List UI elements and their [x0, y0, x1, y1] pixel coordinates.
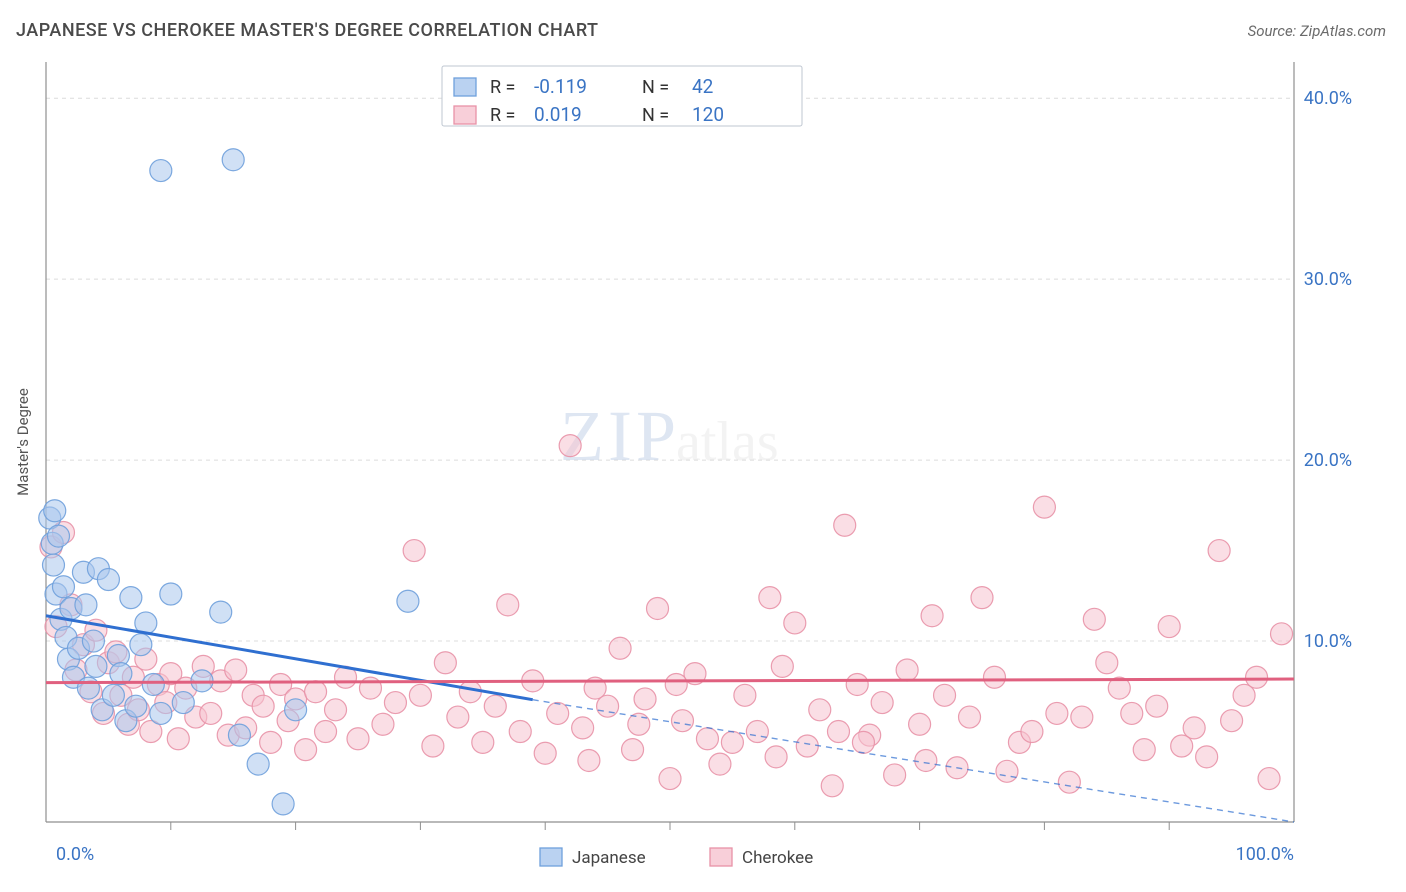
svg-text:N =: N =	[642, 105, 669, 126]
watermark: ZIPatlas	[560, 396, 779, 476]
svg-text:30.0%: 30.0%	[1304, 269, 1352, 290]
svg-text:20.0%: 20.0%	[1304, 450, 1352, 471]
legend-series: Japanese Cherokee	[540, 848, 813, 868]
x-axis-ticks: 0.0% 100.0%	[56, 844, 1294, 865]
correlation-scatter-chart: ZIPatlas R = -0.119 N = 42 R = 0.019 N = 120 Ja…	[0, 0, 1406, 892]
japanese-points	[39, 149, 419, 815]
y-axis-label: Master's Degree	[14, 388, 32, 496]
svg-text:100.0%: 100.0%	[1236, 844, 1294, 865]
svg-text:N =: N =	[642, 77, 669, 98]
svg-text:R =: R =	[490, 77, 515, 98]
svg-text:42: 42	[692, 75, 713, 98]
svg-text:ZIPatlas: ZIPatlas	[560, 396, 779, 476]
svg-text:Cherokee: Cherokee	[742, 848, 813, 868]
svg-text:Japanese: Japanese	[572, 848, 646, 868]
svg-text:120: 120	[692, 103, 724, 126]
gridlines	[46, 98, 1294, 641]
svg-text:0.0%: 0.0%	[56, 844, 94, 865]
svg-text:-0.119: -0.119	[534, 75, 587, 98]
svg-text:R =: R =	[490, 105, 515, 126]
svg-text:40.0%: 40.0%	[1304, 88, 1352, 109]
svg-text:0.019: 0.019	[534, 103, 582, 126]
y-axis-ticks: 10.0% 20.0% 30.0% 40.0%	[1304, 88, 1352, 652]
trend-lines	[46, 616, 1294, 822]
legend-statistics: R = -0.119 N = 42 R = 0.019 N = 120	[442, 66, 802, 126]
svg-text:10.0%: 10.0%	[1304, 631, 1352, 652]
